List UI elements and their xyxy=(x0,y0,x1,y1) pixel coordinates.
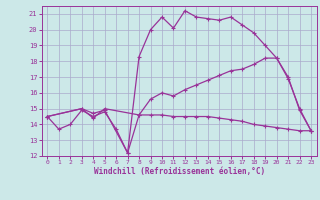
X-axis label: Windchill (Refroidissement éolien,°C): Windchill (Refroidissement éolien,°C) xyxy=(94,167,265,176)
